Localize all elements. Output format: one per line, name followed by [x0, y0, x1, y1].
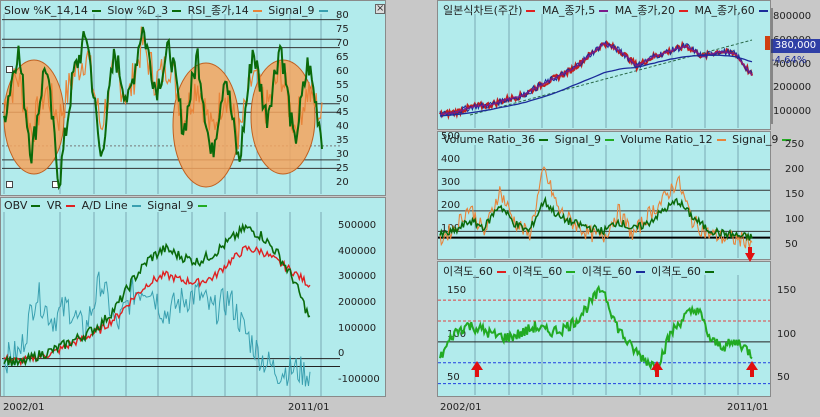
stochastic-legend: Slow %K_14,14 Slow %D_3 RSI_종가,14 Signal… — [4, 2, 331, 18]
price-panel — [437, 0, 771, 130]
up-arrow-icon — [745, 247, 755, 262]
disparity-right-tick-label: 150 — [777, 285, 797, 296]
legend-ma60: MA_종가,60 — [694, 4, 755, 17]
legend-obv: OBV — [4, 199, 28, 212]
stochastic-tick-label: 30 — [336, 149, 349, 161]
legend-disp-1: 이격도_60 — [443, 265, 493, 278]
obv-legend: OBV VR A/D Line Signal_9 — [4, 199, 210, 212]
volume-right-tick-label: 100 — [785, 214, 805, 225]
legend-vr36: Volume Ratio_36 — [443, 133, 536, 146]
ma60-line — [439, 54, 753, 117]
obv-tick-label: 500000 — [338, 220, 377, 231]
volume-left-tick-label: 200 — [441, 200, 461, 211]
volume-right-tick-label: 50 — [785, 239, 798, 250]
stochastic-tick-label: 40 — [336, 121, 349, 133]
close-icon[interactable]: × — [375, 3, 385, 14]
stochastic-tick-label: 20 — [336, 177, 349, 188]
legend-ad-line: A/D Line — [81, 199, 128, 212]
change-percent: -4.64% — [771, 55, 807, 66]
ad-line — [3, 271, 311, 387]
stochastic-tick-label: 80 — [336, 10, 349, 21]
legend-vr36-signal: Signal_9 — [554, 133, 601, 146]
legend-obv-signal: Signal_9 — [147, 199, 194, 212]
vr-line — [3, 245, 311, 367]
ma5-line — [439, 42, 753, 116]
stochastic-tick-label: 70 — [336, 37, 349, 49]
price-tag: 380,000 — [771, 39, 820, 53]
obv-tick-label: -100000 — [338, 374, 380, 385]
x-label-left-start: 2002/01 — [3, 402, 45, 413]
volume-ratio-36-line — [439, 195, 753, 242]
obv-tick-label: 300000 — [338, 271, 377, 283]
volume-left-tick-label: 400 — [441, 154, 461, 165]
disparity-left-tick-label: 50 — [447, 372, 460, 383]
volume-right-tick-label: 150 — [785, 189, 805, 200]
volume-right-tick-label: 200 — [785, 164, 805, 175]
rsi-line — [3, 26, 323, 150]
legend-vr12: Volume Ratio_12 — [620, 133, 713, 146]
volume-ratio-12-line — [439, 166, 753, 249]
legend-ma5: MA_종가,5 — [541, 4, 596, 17]
stochastic-tick-label: 45 — [336, 107, 349, 119]
x-label-right-start: 2002/01 — [440, 402, 482, 413]
disparity-left-tick-label: 150 — [447, 285, 467, 296]
stochastic-tick-label: 35 — [336, 135, 349, 147]
trend-line — [469, 39, 753, 116]
disparity-legend: 이격도_60 이격도_60 이격도_60 이격도_60 — [443, 263, 717, 279]
legend-signal: Signal_9 — [268, 4, 315, 17]
legend-disp-2: 이격도_60 — [512, 265, 563, 278]
up-arrow-icon — [746, 361, 758, 377]
volume-left-tick-label: 500 — [441, 131, 461, 142]
legend-slow-d: Slow %D_3 — [107, 4, 169, 17]
obv-tick-label: 200000 — [338, 297, 377, 308]
disparity-right-tick-label: 50 — [777, 372, 790, 383]
x-label-right-end: 2011/01 — [727, 402, 769, 413]
legend-ma20: MA_종가,20 — [614, 4, 675, 17]
stochastic-tick-label: 50 — [336, 93, 349, 105]
stochastic-tick-label: 60 — [336, 65, 349, 77]
legend-vr12-signal: Signal_9 — [732, 133, 779, 146]
obv-tick-label: 100000 — [338, 322, 377, 334]
obv-tick-label: 0 — [338, 348, 345, 360]
legend-disp-3: 이격도_60 — [581, 265, 632, 278]
slow-k-line — [3, 26, 323, 191]
volume-legend: Volume Ratio_36 Signal_9 Volume Ratio_12… — [443, 133, 794, 146]
price-tick-label: 400000 — [773, 58, 812, 70]
stochastic-tick-label: 75 — [336, 23, 349, 35]
current-price-marker — [765, 36, 770, 50]
price-tick-label: 100000 — [773, 106, 812, 117]
disparity-panel — [437, 261, 771, 397]
stochastic-tick-label: 25 — [336, 163, 349, 175]
price-tick-label: 800000 — [773, 11, 812, 22]
disparity-right-tick-label: 100 — [777, 328, 797, 340]
obv-line — [3, 222, 311, 367]
x-label-left-end: 2011/01 — [288, 402, 330, 413]
legend-rsi: RSI_종가,14 — [187, 4, 249, 17]
price-tick-label: 200000 — [773, 82, 812, 94]
up-arrow-icon — [471, 361, 483, 377]
disparity-left-tick-label: 100 — [447, 328, 467, 340]
legend-vr: VR — [46, 199, 63, 212]
marker-square — [6, 66, 13, 73]
stochastic-tick-label: 55 — [336, 79, 349, 91]
stochastic-tick-label: 65 — [336, 51, 349, 63]
volume-right-tick-label: 250 — [785, 139, 805, 150]
volume-left-tick-label: 300 — [441, 177, 461, 188]
legend-disp-4: 이격도_60 — [651, 265, 701, 278]
obv-tick-label: 400000 — [338, 245, 377, 257]
up-arrow-icon — [651, 361, 663, 377]
disparity-line — [439, 284, 753, 374]
legend-candles: 일본식차트(주간) — [443, 4, 523, 17]
marker-square — [6, 181, 13, 188]
legend-slow-k: Slow %K_14,14 — [4, 4, 88, 17]
price-legend: 일본식차트(주간) MA_종가,5 MA_종가,20 MA_종가,60 — [443, 2, 771, 18]
